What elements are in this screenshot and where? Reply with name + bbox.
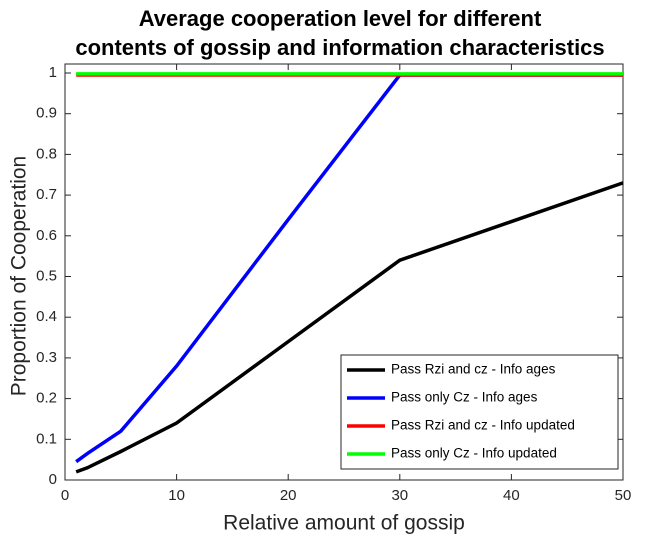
y-tick-label: 0.2 xyxy=(36,390,57,407)
y-tick-label: 0.7 xyxy=(36,186,57,203)
series-line xyxy=(75,181,624,474)
y-tick-label: 0.5 xyxy=(36,267,57,284)
legend-label: Pass only Cz - Info ages xyxy=(391,390,538,405)
y-tick-label: 0.3 xyxy=(36,349,57,366)
y-tick-label: 0.6 xyxy=(36,227,57,244)
x-tick-label: 40 xyxy=(503,487,520,504)
y-tick-label: 0.1 xyxy=(36,430,57,447)
legend-label: Pass Rzi and cz - Info ages xyxy=(391,362,556,377)
y-axis-label: Proportion of Cooperation xyxy=(8,156,31,397)
x-tick-label: 10 xyxy=(168,487,185,504)
y-tick-label: 0.8 xyxy=(36,145,57,162)
y-tick-label: 0.9 xyxy=(36,105,57,122)
x-tick-label: 30 xyxy=(391,487,408,504)
legend xyxy=(340,354,619,470)
y-tick-label: 0 xyxy=(49,471,57,488)
x-tick-label: 20 xyxy=(280,487,297,504)
x-tick-label: 50 xyxy=(615,487,632,504)
chart-title: Average cooperation level for different xyxy=(139,6,542,31)
chart-title: contents of gossip and information chara… xyxy=(75,35,604,60)
x-axis-label: Relative amount of gossip xyxy=(223,512,465,535)
x-tick-label: 0 xyxy=(61,487,69,504)
legend-label: Pass Rzi and cz - Info updated xyxy=(391,418,575,433)
y-tick-label: 1 xyxy=(49,64,57,81)
legend-label: Pass only Cz - Info updated xyxy=(391,446,557,461)
y-tick-label: 0.4 xyxy=(36,308,57,325)
